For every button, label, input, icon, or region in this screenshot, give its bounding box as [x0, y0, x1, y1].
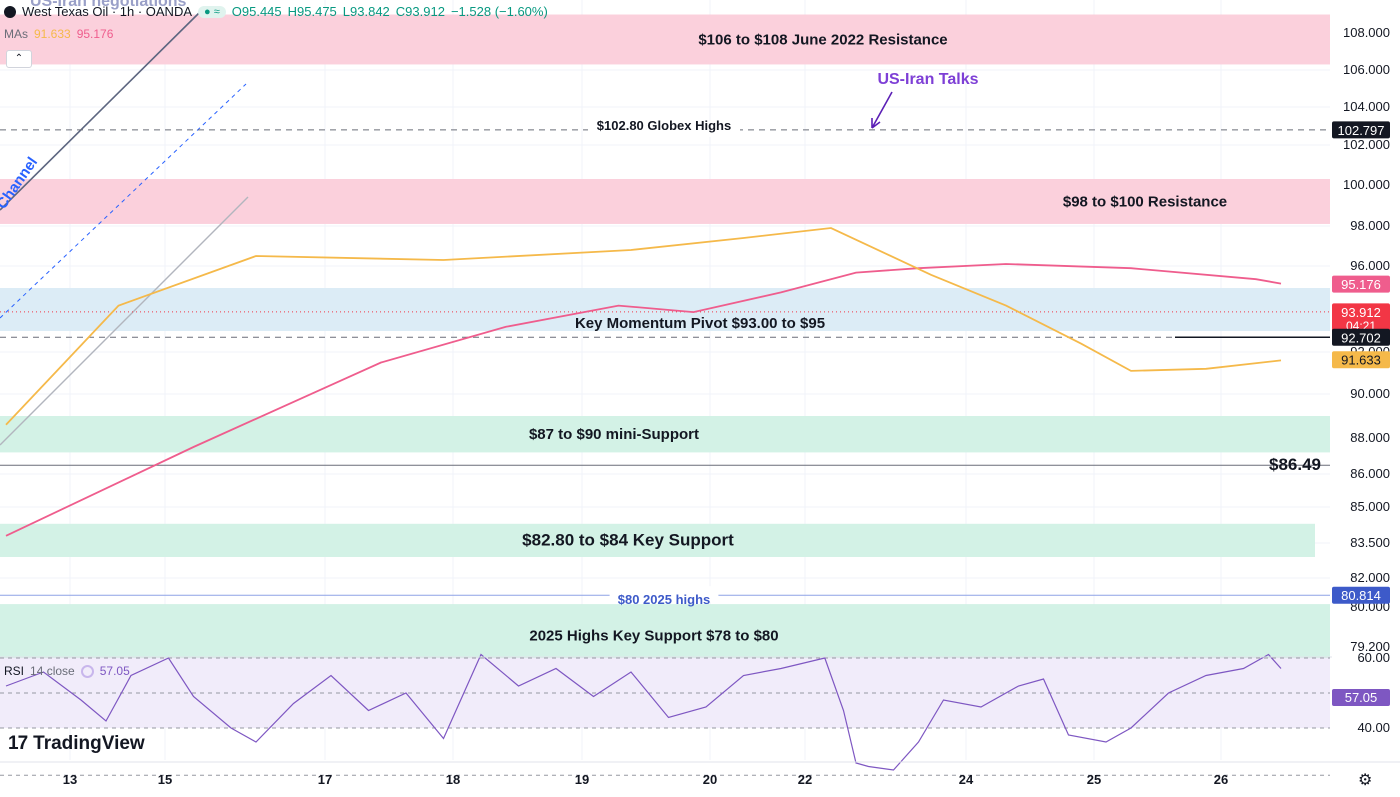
ma-slow-line	[5, 263, 1282, 537]
symbol-title[interactable]: West Texas Oil · 1h · OANDA	[22, 4, 193, 19]
price-badge	[1332, 275, 1390, 293]
price-tick-label: 98.000	[1350, 218, 1390, 233]
price-tick-label: 83.500	[1350, 535, 1390, 550]
rsi-tick-label: 60.00	[1357, 650, 1390, 665]
price-tick-label: 82.000	[1350, 570, 1390, 585]
zone-label: $87 to $90 mini-Support	[529, 426, 699, 443]
time-tick-label: 17	[318, 772, 332, 787]
ma-slow-value: 95.176	[76, 27, 114, 41]
rsi-dot-icon	[80, 664, 94, 678]
time-tick-label: 13	[63, 772, 77, 787]
annotation-us-iran-negotiations: US-Iran negotiations	[30, 0, 187, 10]
symbol-legend: West Texas Oil · 1h · OANDA ● ≈ O95.445 …	[4, 4, 548, 19]
time-tick-label: 20	[703, 772, 717, 787]
ohlc-low: L93.842	[342, 4, 390, 19]
settings-gear-icon[interactable]: ⚙	[1358, 772, 1373, 789]
time-tick-label: 15	[158, 772, 172, 787]
channel-upper-line	[0, 11, 201, 211]
price-tick-label: 102.000	[1343, 137, 1390, 152]
level-label: $102.80 Globex Highs	[597, 118, 731, 133]
rsi-legend: RSI 14 close 57.05	[4, 664, 130, 678]
price-badge-text: 92.702	[1341, 330, 1381, 345]
rsi-badge	[1332, 689, 1390, 706]
zone-resistance	[0, 179, 1330, 224]
time-tick-label: 19	[575, 772, 589, 787]
symbol-icon	[4, 5, 16, 18]
tradingview-logo[interactable]: 17 TradingView	[8, 733, 145, 755]
ma-fast-line	[5, 227, 1282, 426]
ma-legend-label[interactable]: MAs	[4, 27, 28, 41]
zone-resistance	[0, 14, 1330, 65]
zone-label: $98 to $100 Resistance	[1063, 193, 1227, 210]
zone-label: Key Momentum Pivot $93.00 to $95	[575, 315, 825, 332]
price-badge-text: 102.797	[1338, 123, 1385, 138]
market-status-icon[interactable]: ● ≈	[198, 5, 226, 18]
time-tick-label: 24	[959, 772, 974, 787]
price-badge	[1332, 121, 1390, 139]
rsi-value: 57.05	[99, 664, 130, 678]
annotation-arrow-icon	[871, 91, 893, 129]
ma-legend: MAs 91.633 95.176	[4, 27, 113, 41]
level-label: $86.49	[1269, 455, 1321, 474]
rsi-tick-label: 40.00	[1357, 720, 1390, 735]
time-tick-label: 26	[1214, 772, 1228, 787]
level-label-bg	[588, 120, 740, 137]
ohlc-close: C93.912	[395, 4, 445, 19]
ohlc-high: H95.475	[287, 4, 337, 19]
price-badge	[1332, 586, 1390, 604]
tradingview-logo-icon: 17	[8, 733, 28, 754]
price-badge	[1332, 328, 1390, 346]
rsi-badge-text: 57.05	[1345, 690, 1378, 705]
price-badge-text: 93.912	[1341, 305, 1381, 320]
price-tick-label: 106.000	[1343, 62, 1390, 77]
price-badge	[1332, 303, 1390, 334]
zone-label: $82.80 to $84 Key Support	[522, 530, 734, 549]
ma-fast-value: 91.633	[34, 27, 71, 41]
price-badge-text: 80.814	[1341, 588, 1381, 603]
price-tick-label: 108.000	[1343, 25, 1390, 40]
price-tick-label: 90.000	[1350, 386, 1390, 401]
channel-mid-line	[0, 83, 247, 319]
level-label-bg	[609, 586, 719, 603]
price-badge-text: 91.633	[1341, 353, 1381, 368]
zone-support	[0, 523, 1315, 557]
time-tick-label: 18	[446, 772, 460, 787]
rsi-params: 14 close	[30, 664, 75, 678]
zone-label: 2025 Highs Key Support $78 to $80	[529, 628, 778, 645]
ohlc-open: O95.445	[231, 4, 282, 19]
level-label: $80 2025 highs	[618, 592, 711, 607]
price-badge	[1332, 351, 1390, 369]
price-tick-label: 86.000	[1350, 466, 1390, 481]
time-tick-label: 22	[798, 772, 812, 787]
collapse-legend-button[interactable]: ⌃	[6, 50, 32, 68]
zone-label: $106 to $108 June 2022 Resistance	[698, 31, 947, 48]
tradingview-logo-text: TradingView	[33, 733, 145, 754]
price-tick-label: 100.000	[1343, 177, 1390, 192]
price-tick-label: 96.000	[1350, 258, 1390, 273]
time-tick-label: 25	[1087, 772, 1101, 787]
price-badge-text: 95.176	[1341, 277, 1381, 292]
price-tick-label: 88.000	[1350, 430, 1390, 445]
price-tick-label: 79.200	[1350, 639, 1390, 654]
price-tick-label: 104.000	[1343, 99, 1390, 114]
annotation-us-iran-talks: US-Iran Talks	[877, 71, 978, 88]
price-tick-label: 85.000	[1350, 499, 1390, 514]
ohlc-change: −1.528 (−1.60%)	[450, 4, 548, 19]
channel-lower-line	[0, 196, 249, 446]
rsi-line	[5, 653, 1282, 771]
rsi-label[interactable]: RSI	[4, 664, 25, 678]
